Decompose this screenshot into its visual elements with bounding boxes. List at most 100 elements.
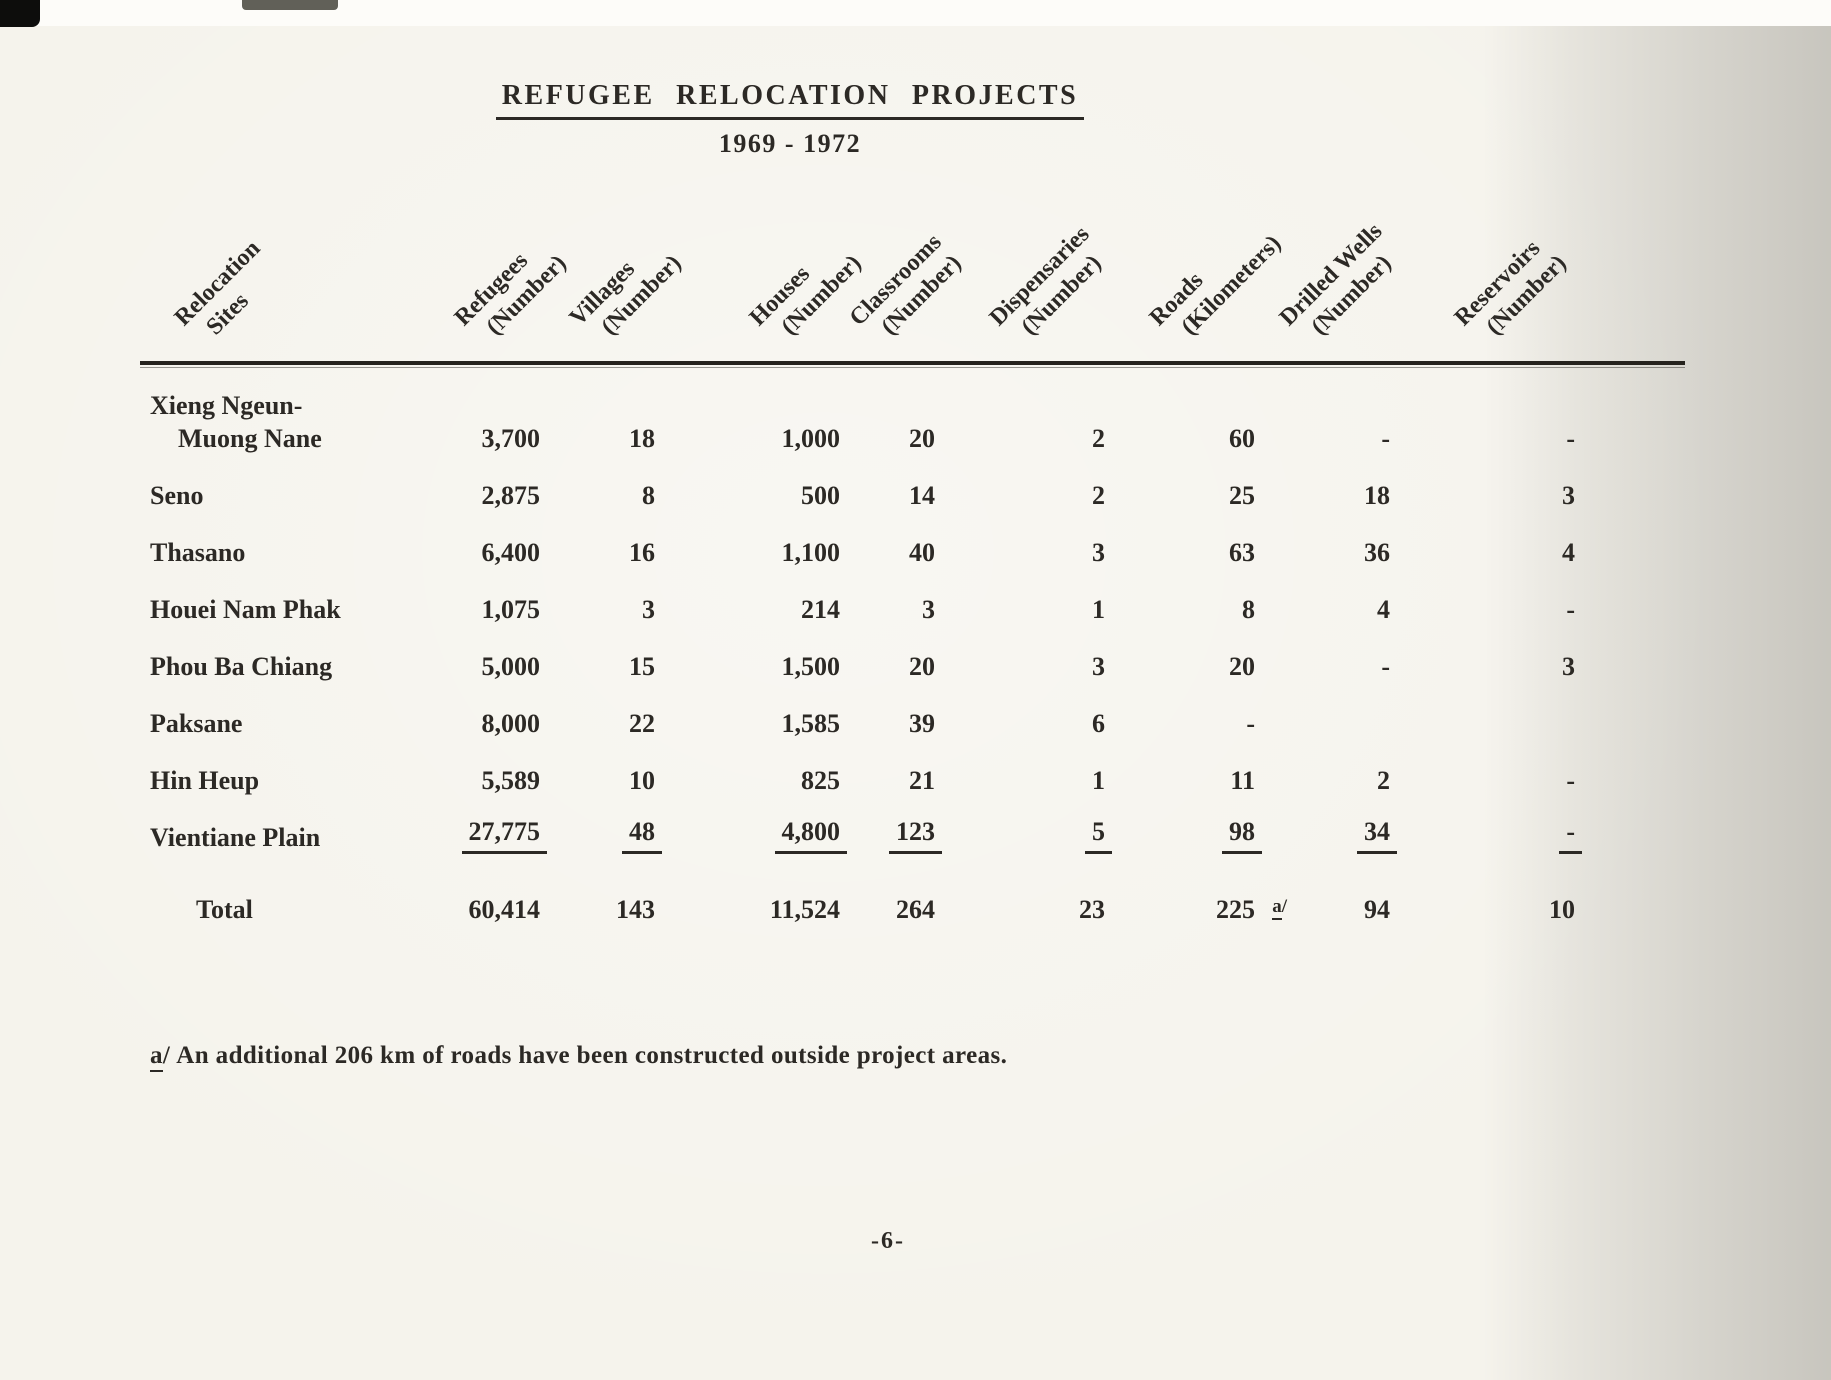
value-cell: - xyxy=(1566,423,1575,453)
column-header: Houses (Number) xyxy=(744,229,868,353)
value-cell: 5 xyxy=(935,816,1112,867)
value-cell: 36 xyxy=(1364,537,1390,567)
site-name: Seno xyxy=(150,480,204,510)
column-header: Classrooms (Number) xyxy=(844,228,969,353)
table-row: Vientiane Plain 27,775 48 4,800 123 5 98 34- xyxy=(140,809,1685,866)
column-header: Drilled Wells (Number) xyxy=(1274,218,1409,353)
value-cell: 1,075 xyxy=(481,594,541,624)
value-cell: 4 xyxy=(1562,537,1575,567)
value-cell: 8,000 xyxy=(481,708,541,738)
value-cell: 3,700 xyxy=(481,423,541,453)
value-cell: 10 xyxy=(629,765,655,795)
total-value-roads: 225 a/ xyxy=(1216,894,1287,924)
value-cell: 1 xyxy=(1092,594,1105,624)
value-cell: 98 xyxy=(1105,816,1262,867)
value-cell: 3 xyxy=(1092,651,1105,681)
site-name: Vientiane Plain xyxy=(150,822,321,852)
value-cell: 1,100 xyxy=(781,537,841,567)
value-cell: 63 xyxy=(1229,537,1255,567)
total-value-reservoirs: 10 xyxy=(1549,894,1575,924)
total-value-wells: 94 xyxy=(1364,894,1390,924)
column-header: Villages (Number) xyxy=(564,229,688,353)
value-cell: 1,500 xyxy=(781,651,841,681)
site-name: Paksane xyxy=(150,708,243,738)
site-name: Hin Heup xyxy=(150,765,260,795)
header-rule xyxy=(140,361,1685,368)
value-cell: - xyxy=(1390,816,1582,867)
value-cell: 2 xyxy=(1377,765,1390,795)
value-cell: - xyxy=(1566,594,1575,624)
value-cell: 8 xyxy=(1242,594,1255,624)
value-cell: 500 xyxy=(801,480,840,510)
value-cell: 4,800 xyxy=(655,816,847,867)
footnote-text: An additional 206 km of roads have been … xyxy=(176,1042,1008,1069)
value-cell: 34 xyxy=(1255,816,1397,867)
value-cell: 25 xyxy=(1229,480,1255,510)
value-cell: 2,875 xyxy=(481,480,541,510)
value-cell xyxy=(1255,740,1390,752)
title-block: REFUGEE RELOCATION PROJECTS 1969 - 1972 xyxy=(0,80,1580,159)
value-cell: 20 xyxy=(909,651,935,681)
site-name: Phou Ba Chiang xyxy=(150,651,333,681)
total-label: Total xyxy=(196,894,253,924)
value-cell: 2 xyxy=(1092,423,1105,453)
value-cell: 20 xyxy=(909,423,935,453)
value-cell: 8 xyxy=(642,480,655,510)
table-row: Hin Heup 5,589 10 825 21 1 11 2- xyxy=(140,752,1685,809)
total-value-houses: 11,524 xyxy=(769,894,840,924)
site-name: Xieng Ngeun- Muong Nane xyxy=(150,391,322,453)
site-name: Houei Nam Phak xyxy=(150,594,341,624)
scan-artifact-corner xyxy=(0,0,40,27)
value-cell: 2 xyxy=(1092,480,1105,510)
value-cell xyxy=(1390,740,1575,752)
value-cell: 3 xyxy=(642,594,655,624)
value-cell: 60 xyxy=(1229,423,1255,453)
total-value-refugees: 60,414 xyxy=(468,894,541,924)
value-cell: 15 xyxy=(629,651,655,681)
value-cell: 214 xyxy=(801,594,840,624)
value-cell: 20 xyxy=(1229,651,1255,681)
value-cell: 18 xyxy=(1364,480,1390,510)
value-cell: 22 xyxy=(629,708,655,738)
value-cell: 1,000 xyxy=(781,423,841,453)
value-cell: 3 xyxy=(1092,537,1105,567)
value-cell: 14 xyxy=(909,480,935,510)
page-subtitle: 1969 - 1972 xyxy=(718,129,862,158)
site-name: Thasano xyxy=(150,537,246,567)
scan-artifact-smudge xyxy=(242,0,338,10)
value-cell: 1 xyxy=(1092,765,1105,795)
table-header: Relocation Sites Refugees (Number) Villages(… xyxy=(140,180,1685,365)
value-cell: 21 xyxy=(909,765,935,795)
footnote-marker-slash: / xyxy=(162,1042,171,1069)
total-value-classrooms: 264 xyxy=(896,894,935,924)
value-cell: - xyxy=(1381,423,1390,453)
value-cell: 39 xyxy=(909,708,935,738)
table-row: Paksane 8,000 22 1,585 39 6 - xyxy=(140,695,1685,752)
total-value-dispensaries: 23 xyxy=(1079,894,1105,924)
table-row: Houei Nam Phak 1,075 3 214 3 1 8 4 - xyxy=(140,581,1685,638)
table-row: Seno 2,875 8 500 14 2 25 18 3 xyxy=(140,467,1685,524)
footnote-marker: a xyxy=(150,1042,163,1072)
footnote: a/An additional 206 km of roads have bee… xyxy=(150,1042,1400,1072)
value-cell: 48 xyxy=(540,816,662,867)
value-cell: 3 xyxy=(1562,480,1575,510)
value-cell: 5,589 xyxy=(481,765,541,795)
value-cell: 4 xyxy=(1377,594,1390,624)
table-body: Xieng Ngeun- Muong Nane 3,700 18 1,000 20 2 60-… xyxy=(140,375,1685,866)
page-title: REFUGEE RELOCATION PROJECTS xyxy=(495,80,1085,120)
table-total-row: Total 60,414 143 11,524 264 23 225 a/ 94 … xyxy=(140,866,1685,938)
value-cell: - xyxy=(1566,765,1575,795)
value-cell: 3 xyxy=(1562,651,1575,681)
value-cell: 1,585 xyxy=(781,708,841,738)
column-header: Reservoirs (Number) xyxy=(1449,229,1573,353)
value-cell: 18 xyxy=(629,423,655,453)
column-header: Roads (Kilometers) xyxy=(1144,209,1288,353)
total-value-villages: 143 xyxy=(616,894,655,924)
value-cell: 16 xyxy=(629,537,655,567)
table-row: Thasano 6,400 16 1,100 40 3 63 36 4 xyxy=(140,524,1685,581)
value-cell: 3 xyxy=(922,594,935,624)
value-cell: 11 xyxy=(1230,765,1255,795)
table-row: Xieng Ngeun- Muong Nane 3,700 18 1,000 20 2 60 -… xyxy=(140,375,1685,467)
value-cell: - xyxy=(1246,708,1255,738)
value-cell: 27,775 xyxy=(460,816,547,867)
